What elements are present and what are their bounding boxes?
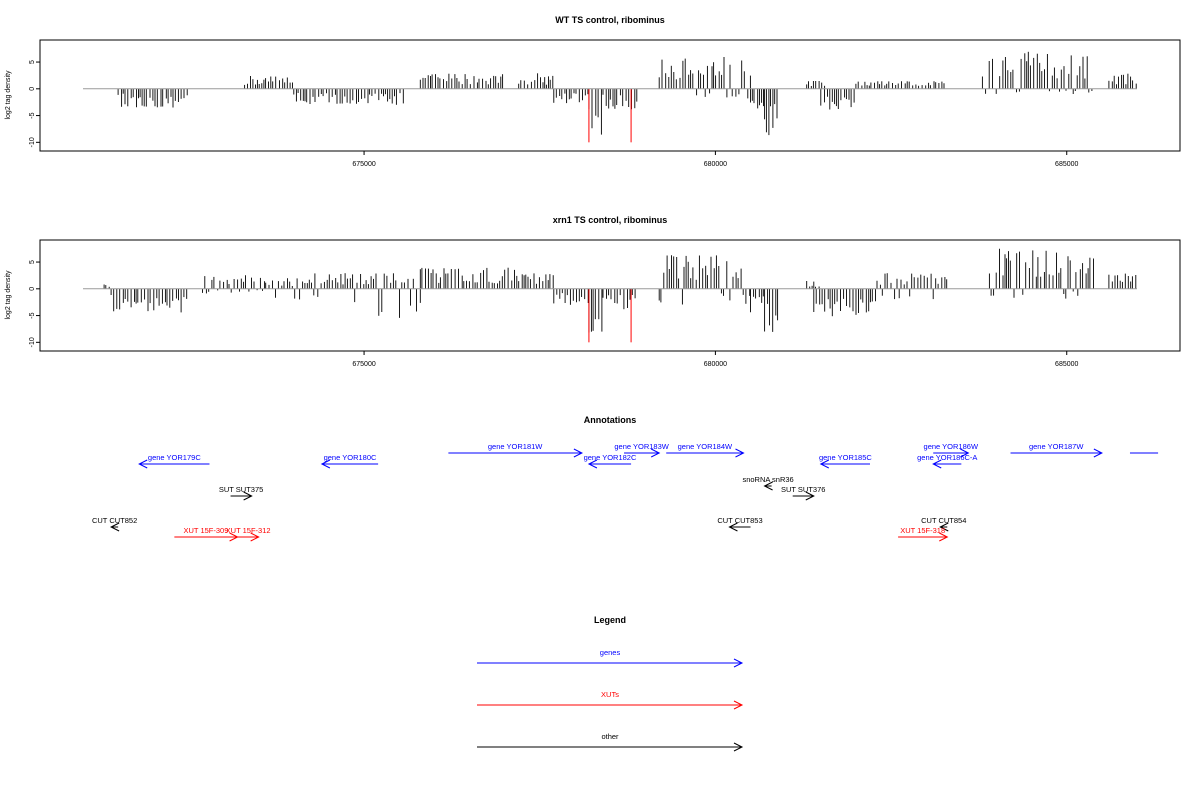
annotation-feature: CUT CUT854 — [921, 516, 966, 532]
xrn1-y-axis-label: log2 tag density — [5, 270, 12, 320]
feature-label: snoRNA snR36 — [742, 475, 793, 484]
feature-arrowhead — [650, 448, 661, 458]
wt-axes: -10 -5 0 5 675000 680000 685000 — [29, 60, 1137, 168]
feature-arrowhead — [1093, 448, 1103, 458]
annotation-feature: gene YOR182C — [584, 453, 637, 469]
feature-arrowhead — [109, 522, 120, 532]
x-tick-label: 680000 — [704, 161, 727, 168]
y-tick-label: -5 — [29, 312, 36, 318]
xrn1-chart: xrn1 TS control, ribominus log2 tag dens… — [5, 215, 1181, 368]
y-tick-label: 0 — [29, 287, 36, 291]
feature-label: gene YOR182C — [584, 453, 637, 462]
annotations-title: Annotations — [584, 415, 637, 425]
annotation-feature: snoRNA snR36 — [742, 475, 794, 491]
feature-label: CUT CUT852 — [92, 516, 137, 525]
annotation-feature: gene YOR183W — [614, 442, 670, 458]
feature-label: CUT CUT854 — [921, 516, 966, 525]
annotation-feature: gene YOR186W — [924, 442, 979, 458]
feature-label: gene YOR186C-A — [917, 453, 977, 462]
legend-item: XUTs — [477, 690, 744, 710]
wt-plot-frame — [39, 39, 1181, 152]
y-tick-label: -10 — [29, 137, 36, 147]
xrn1-axes: -10 -5 0 5 675000 680000 685000 — [29, 260, 1137, 368]
feature-label: gene YOR183W — [614, 442, 669, 451]
legend-label: genes — [600, 648, 621, 657]
xrn1-chart-title: xrn1 TS control, ribominus — [553, 215, 668, 225]
wt-bars — [117, 51, 1137, 143]
x-tick-label: 685000 — [1055, 361, 1078, 368]
feature-label: gene YOR187W — [1029, 442, 1084, 451]
annotation-feature: gene YOR180C — [320, 453, 379, 469]
legend-arrowhead — [733, 700, 744, 710]
xrn1-plot-frame — [39, 239, 1181, 352]
feature-arrowhead — [735, 448, 745, 458]
feature-label: XUT 15F-309 — [184, 526, 229, 535]
legend-panel: Legend genes XUTs other — [477, 615, 744, 752]
x-tick-label: 675000 — [352, 361, 375, 368]
annotation-feature: gene YOR187W — [1010, 442, 1103, 458]
annotation-feature: gene YOR179C — [138, 453, 210, 469]
feature-label: gene YOR179C — [148, 453, 201, 462]
annotation-feature: XUT 15F-318 — [898, 526, 949, 542]
y-tick-label: -10 — [29, 337, 36, 347]
x-tick-label: 675000 — [352, 161, 375, 168]
feature-arrowhead — [320, 459, 331, 469]
feature-label: gene YOR184W — [678, 442, 733, 451]
legend-title: Legend — [594, 615, 626, 625]
feature-arrowhead — [763, 481, 773, 491]
annotation-feature: SUT SUT376 — [781, 485, 825, 501]
feature-arrowhead — [960, 448, 970, 458]
wt-chart-title: WT TS control, ribominus — [555, 15, 665, 25]
feature-arrowhead — [939, 522, 949, 532]
feature-label: SUT SUT375 — [219, 485, 263, 494]
legend-arrowhead — [733, 742, 744, 752]
annotation-feature: gene YOR181W — [448, 442, 584, 458]
feature-arrowhead — [573, 448, 584, 458]
feature-label: XUT 15F-312 — [226, 526, 271, 535]
x-tick-label: 680000 — [704, 361, 727, 368]
annotation-feature: CUT CUT853 — [717, 516, 763, 532]
feature-arrowhead — [939, 532, 949, 542]
legend-label: XUTs — [601, 690, 619, 699]
annotation-feature: gene YOR184W — [666, 442, 745, 458]
legend-item: genes — [477, 648, 744, 668]
legend-label: other — [601, 732, 619, 741]
y-tick-label: 5 — [29, 260, 36, 264]
feature-label: gene YOR181W — [488, 442, 543, 451]
legend-item: other — [477, 732, 744, 752]
wt-y-axis-label: log2 tag density — [5, 70, 12, 120]
x-tick-label: 685000 — [1055, 161, 1078, 168]
annotations-panel: Annotations gene YOR179C gene YOR180Cgene… — [92, 415, 1159, 542]
annotation-feature: CUT CUT852 — [92, 516, 137, 532]
y-tick-label: 0 — [29, 87, 36, 91]
feature-label: gene YOR186W — [924, 442, 979, 451]
annotation-feature: SUT SUT375 — [219, 485, 263, 501]
annotation-feature: gene YOR185C — [819, 453, 872, 469]
feature-arrowhead — [138, 459, 148, 469]
feature-label: SUT SUT376 — [781, 485, 825, 494]
annotation-feature: gene YOR186C-A — [917, 453, 977, 469]
feature-label: gene YOR180C — [324, 453, 377, 462]
legend-arrowhead — [733, 658, 744, 668]
feature-label: CUT CUT853 — [717, 516, 762, 525]
feature-arrowhead — [805, 491, 815, 501]
y-tick-label: -5 — [29, 112, 36, 118]
legend-items: genes XUTs other — [477, 648, 744, 752]
feature-label: gene YOR185C — [819, 453, 872, 462]
feature-arrowhead — [819, 459, 830, 469]
feature-label: XUT 15F-318 — [900, 526, 945, 535]
feature-arrowhead — [932, 459, 942, 469]
feature-arrowhead — [250, 532, 260, 542]
annotation-feature: XUT 15F-312 — [226, 526, 271, 542]
annotation-features: gene YOR179C gene YOR180C gene YOR181W gene… — [92, 442, 1159, 542]
wt-chart: WT TS control, ribominus log2 tag densit… — [5, 15, 1181, 168]
feature-arrowhead — [728, 522, 738, 532]
y-tick-label: 5 — [29, 60, 36, 64]
xrn1-bars — [103, 248, 1137, 343]
feature-arrowhead — [587, 459, 598, 469]
feature-arrowhead — [243, 491, 253, 501]
